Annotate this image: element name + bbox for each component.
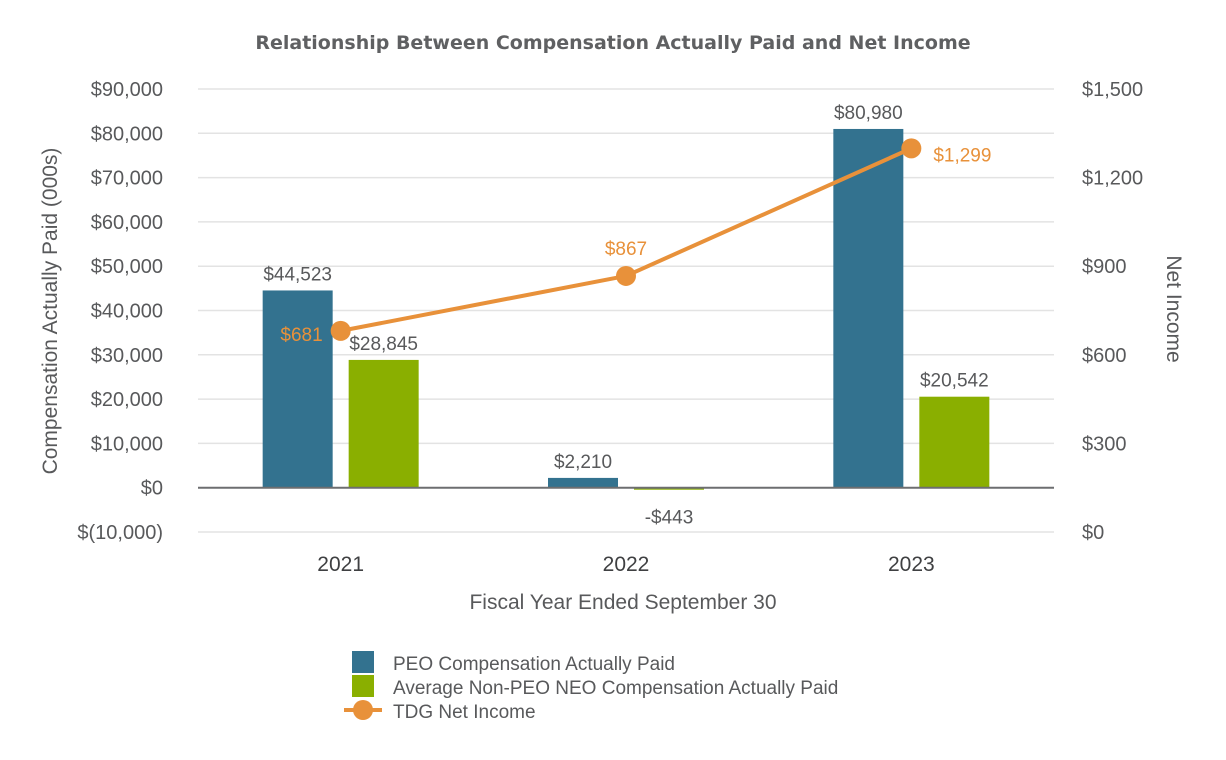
legend-point-marker [353, 700, 373, 720]
y-tick-label: $50,000 [91, 256, 163, 278]
bar-value-label: $20,542 [920, 371, 989, 392]
chart-title: Relationship Between Compensation Actual… [255, 32, 970, 54]
legend-swatch-peo [352, 651, 374, 673]
y2-tick-label: $900 [1082, 256, 1127, 278]
y2-tick-label: $1,500 [1082, 79, 1143, 101]
y-axis-label: Compensation Actually Paid (000s) [39, 148, 62, 475]
y-tick-label: $20,000 [91, 389, 163, 411]
y-tick-label: $40,000 [91, 301, 163, 323]
bar-peo-2022 [548, 477, 618, 488]
x-axis-label: Fiscal Year Ended September 30 [469, 591, 776, 614]
y-tick-label: $70,000 [91, 168, 163, 190]
bar-value-label: $80,980 [834, 103, 903, 124]
y-tick-label: $30,000 [91, 345, 163, 367]
y-tick-label: $60,000 [91, 212, 163, 234]
y2-axis-label: Net Income [1162, 255, 1185, 362]
net-income-line [330, 138, 922, 341]
bar-non-peo-2023 [919, 396, 990, 488]
y2-axis-ticks: $1,500 $1,200 $900 $600 $300 $0 [1082, 79, 1143, 544]
y2-tick-label: $600 [1082, 345, 1127, 367]
legend: PEO Compensation Actually Paid Average No… [344, 651, 838, 723]
net-income-value-label: $867 [605, 239, 647, 260]
y2-tick-label: $1,200 [1082, 168, 1143, 190]
bar-non-peo-2021 [348, 359, 419, 488]
y-axis-ticks: $90,000 $80,000 $70,000 $60,000 $50,000 $40,0… [77, 79, 163, 544]
bar-value-label: $2,210 [554, 452, 612, 473]
bar-value-label: $28,845 [349, 334, 418, 355]
x-axis-ticks: 2021 2022 2023 [317, 553, 934, 576]
x-tick-label: 2023 [888, 553, 935, 576]
y2-tick-label: $0 [1082, 522, 1104, 544]
y-tick-label: $10,000 [91, 433, 163, 455]
bar-value-label: $44,523 [263, 264, 332, 285]
net-income-point-2021 [330, 320, 351, 341]
bars [262, 128, 990, 490]
y-tick-label: $0 [141, 478, 163, 500]
y-tick-label: $80,000 [91, 123, 163, 145]
net-income-value-label: $681 [280, 325, 322, 346]
y2-tick-label: $300 [1082, 433, 1127, 455]
legend-swatch-non-peo [352, 675, 374, 697]
y-tick-label: $90,000 [91, 79, 163, 101]
bar-value-label: -$443 [645, 508, 694, 529]
net-income-point-2022 [616, 265, 636, 286]
net-income-point-2023 [901, 138, 922, 159]
x-tick-label: 2022 [603, 553, 650, 576]
data-labels: $44,523 $2,210 $80,980 $28,845 -$443 $20,542 $… [263, 103, 991, 529]
x-tick-label: 2021 [317, 553, 364, 576]
y-tick-label: $(10,000) [77, 522, 163, 544]
legend-label: TDG Net Income [393, 702, 536, 723]
bar-peo-2021 [262, 290, 333, 488]
net-income-value-label: $1,299 [933, 145, 991, 166]
legend-label: PEO Compensation Actually Paid [393, 654, 675, 675]
bar-peo-2023 [833, 128, 904, 488]
legend-label: Average Non-PEO NEO Compensation Actuall… [393, 678, 838, 699]
